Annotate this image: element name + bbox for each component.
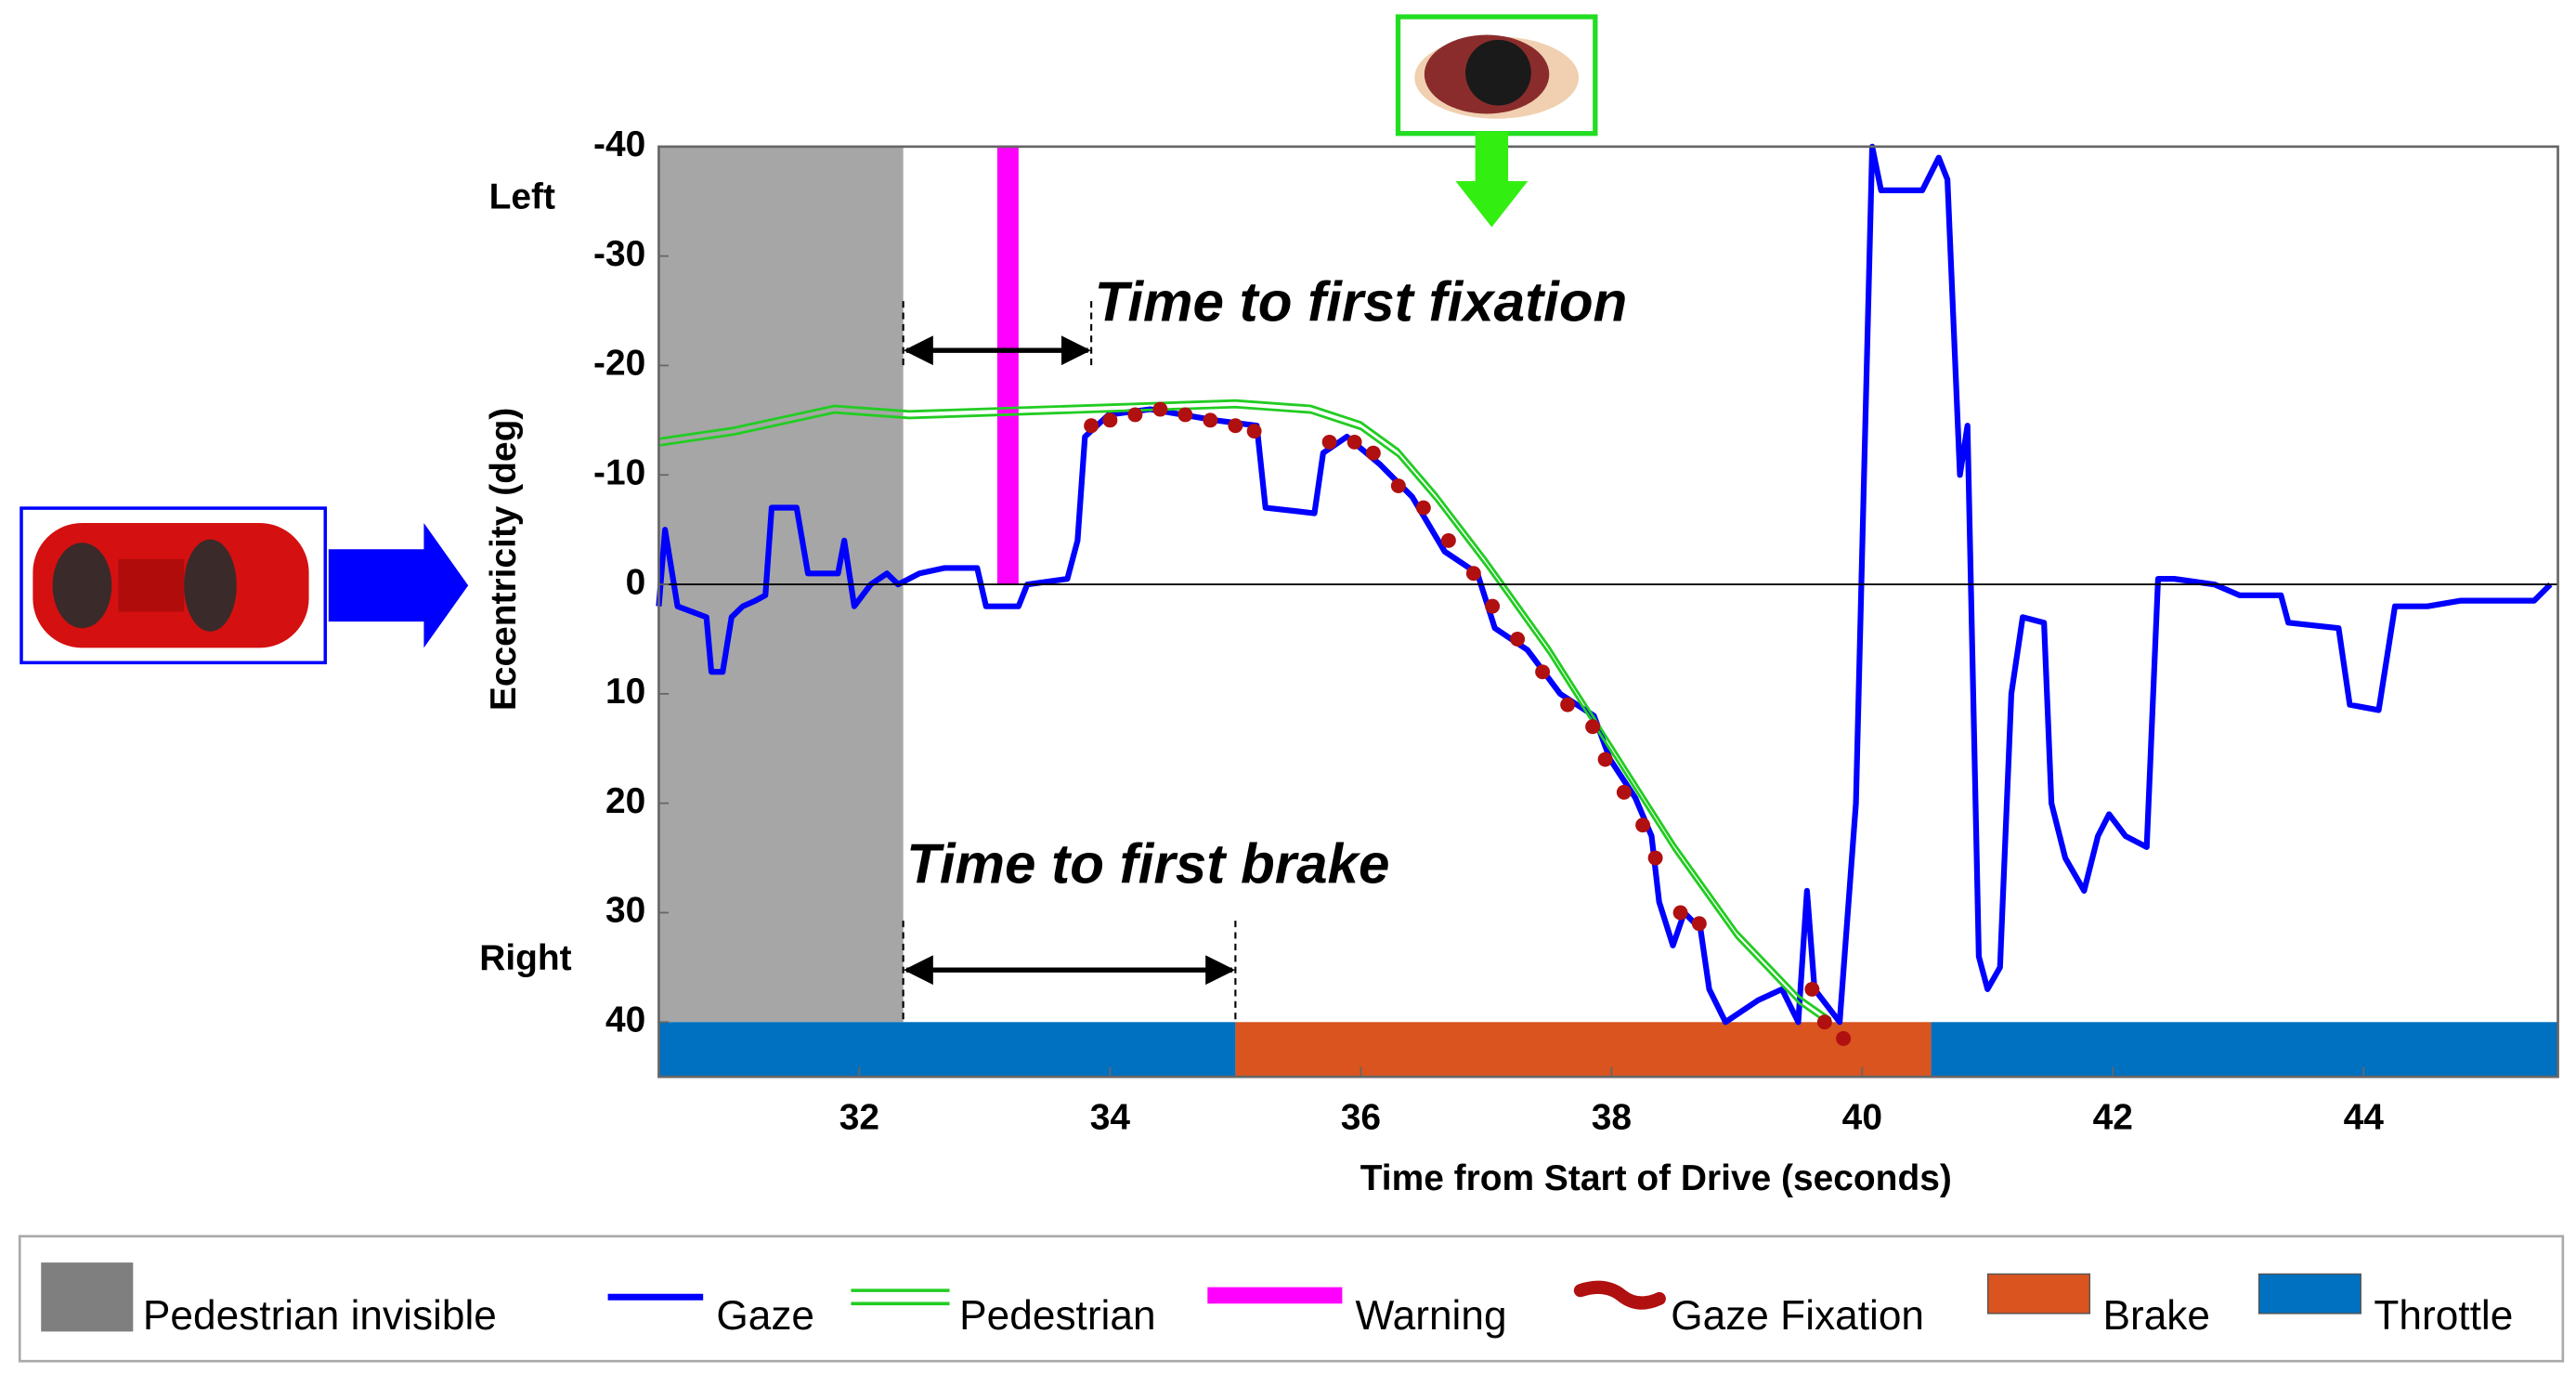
y-tick-label: -40 [593,124,645,164]
x-tick-label: 38 [1592,1097,1632,1137]
interval-label: Time to first brake [906,832,1389,895]
legend-item: Gaze [607,1293,814,1339]
pedal-band [1235,1022,1932,1078]
fixation-point [1321,434,1337,450]
car-icon [20,506,469,665]
x-tick-label: 36 [1341,1097,1381,1137]
fixation-point [1691,916,1707,932]
legend-label: Gaze Fixation [1671,1293,1924,1339]
plot-area [656,143,2559,1079]
fixation-point [1084,418,1099,434]
fixation-point [1672,905,1688,921]
x-tick-label: 40 [1842,1097,1882,1137]
fixation-point [1616,784,1632,800]
y-tick-label: -10 [593,453,645,493]
y-tick-label: -30 [593,234,645,274]
x-tick-label: 42 [2093,1097,2133,1137]
y-tick-label: 0 [626,562,646,602]
y-tick-label: 40 [605,1000,645,1040]
fixation-point [1246,424,1262,439]
series-line [656,143,2553,1026]
interval-label: Time to first fixation [1095,270,1628,333]
legend-item: Brake [1986,1273,2210,1339]
series-line [658,405,1832,1026]
fixation-point [1177,407,1193,423]
fixation-point [1535,664,1551,680]
fixation-point [1485,598,1501,614]
legend-label: Pedestrian invisible [143,1293,497,1339]
y-tick-label: 10 [605,672,645,712]
y-axis-title: Eccentricity (deg) [484,408,524,711]
fixation-point [1560,697,1576,713]
y-side-label: Left [489,177,555,217]
fixation-point [1804,981,1820,997]
plot-background [658,146,2558,1078]
y-side-label: Right [479,938,571,978]
legend-label: Warning [1356,1293,1507,1339]
fixation-point [1510,631,1526,647]
legend-label: Pedestrian [959,1293,1155,1339]
x-tick-label: 34 [1090,1097,1131,1137]
legend-swatch [2257,1273,2361,1314]
fixation-point [1836,1030,1852,1046]
legend-item: Throttle [2257,1273,2513,1339]
fixation-point [1415,500,1431,516]
fixation-point [1102,412,1118,428]
fixation-point [1390,478,1406,493]
fixation-point [1816,1014,1832,1030]
fixation-point [1597,752,1613,767]
legend-item: Pedestrian [851,1288,1156,1339]
fixation-point [1127,407,1143,423]
warning-bar [996,146,1019,585]
fixation-point [1635,817,1651,833]
fixation-point [1647,850,1663,866]
pedal-band [1931,1022,2558,1078]
y-tick-label: -20 [593,344,645,384]
fixation-point [1585,719,1601,735]
fixation-point [1152,401,1168,417]
fixation-point [1228,418,1243,434]
y-tick-label: 30 [605,891,645,931]
legend-swatch [1986,1273,2091,1314]
fixation-point [1365,445,1381,461]
y-tick-label: 20 [605,781,645,821]
legend-item: Pedestrian invisible [41,1262,497,1339]
legend-swatch [41,1262,134,1332]
fixation-point [1203,412,1218,428]
series-line [658,399,1832,1020]
legend-label: Brake [2102,1293,2210,1339]
legend-swatch [1573,1280,1666,1310]
pedal-band [658,1022,1236,1078]
fixation-point [1440,532,1456,548]
legend-label: Gaze [716,1293,814,1339]
x-tick-label: 32 [839,1097,879,1137]
x-axis-title: Time from Start of Drive (seconds) [1360,1158,1952,1198]
legend-label: Throttle [2374,1293,2513,1339]
x-tick-label: 44 [2344,1097,2385,1137]
legend-item: Gaze Fixation [1573,1280,1924,1339]
fixation-point [1347,434,1362,450]
legend-swatch [1207,1287,1343,1304]
plot-frame [657,145,2559,1079]
pedestrian-icon [1395,14,1598,228]
legend-item: Warning [1207,1287,1507,1339]
fixation-point [1465,566,1481,582]
